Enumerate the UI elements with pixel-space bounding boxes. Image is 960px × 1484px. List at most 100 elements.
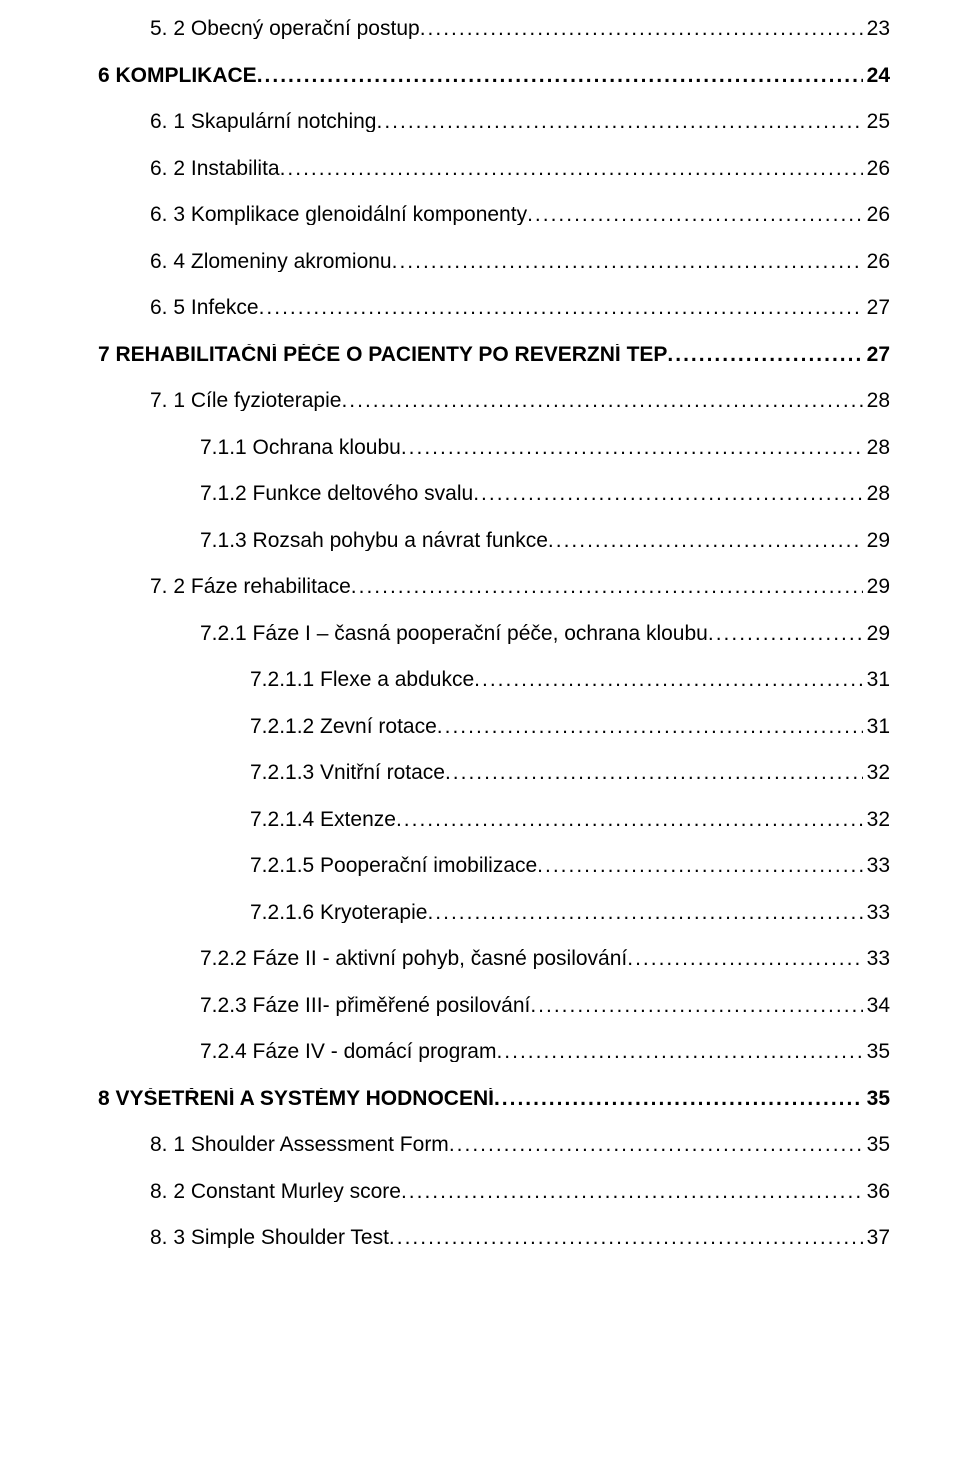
toc-leader-dots [708,623,863,644]
toc-entry-label: 7 REHABILITAČNÍ PÉČE O PACIENTY PO REVER… [98,344,667,365]
toc-entry-label: 8. 3 Simple Shoulder Test [150,1227,389,1248]
toc-entry: 7.2.1.4 Extenze 32 [98,809,890,830]
toc-entry-page: 23 [863,18,890,39]
toc-entry-label: 7.2.1.1 Flexe a abdukce [250,669,474,690]
toc-leader-dots [530,995,862,1016]
toc-leader-dots [496,1041,862,1062]
toc-entry-page: 25 [863,111,890,132]
toc-entry-page: 34 [863,995,890,1016]
toc-entry-label: 6. 2 Instabilita [150,158,280,179]
toc-entry: 6. 4 Zlomeniny akromionu 26 [98,251,890,272]
toc-leader-dots [341,390,862,411]
toc-entry: 8. 3 Simple Shoulder Test 37 [98,1227,890,1248]
toc-entry-page: 24 [863,65,890,86]
toc-entry-label: 7.1.2 Funkce deltového svalu [200,483,473,504]
toc-entry: 6. 1 Skapulární notching 25 [98,111,890,132]
toc-leader-dots [537,855,862,876]
toc-leader-dots [627,948,862,969]
toc-entry-page: 28 [863,390,890,411]
toc-entry: 7.2.2 Fáze II - aktivní pohyb, časné pos… [98,948,890,969]
toc-entry-page: 36 [863,1181,890,1202]
toc-entry-page: 35 [863,1088,890,1109]
toc-leader-dots [389,1227,863,1248]
toc-leader-dots [667,344,862,365]
toc-leader-dots [392,251,863,272]
toc-entry: 7.2.3 Fáze III- přiměřené posilování 34 [98,995,890,1016]
toc-entry-label: 7.1.3 Rozsah pohybu a návrat funkce [200,530,548,551]
toc-leader-dots [257,65,863,86]
toc-entry-page: 29 [863,623,890,644]
toc-entry: 7.1.1 Ochrana kloubu 28 [98,437,890,458]
toc-entry-label: 8. 2 Constant Murley score [150,1181,401,1202]
toc-entry-label: 7.2.1.2 Zevní rotace [250,716,437,737]
toc-page: 5. 2 Obecný operační postup23 6 KOMPLIKAC… [0,0,960,1484]
toc-entry-page: 31 [863,716,890,737]
toc-leader-dots [401,437,863,458]
toc-entry: 7.2.1.1 Flexe a abdukce 31 [98,669,890,690]
toc-entry: 5. 2 Obecný operační postup23 [98,18,890,39]
toc-entry: 8 VYŠETŘENÍ A SYSTÉMY HODNOCENÍ 35 [98,1088,890,1109]
toc-entry-label: 6. 5 Infekce [150,297,259,318]
toc-entry-page: 33 [863,902,890,923]
toc-entry: 7. 2 Fáze rehabilitace 29 [98,576,890,597]
toc-entry-label: 7.2.1.5 Pooperační imobilizace [250,855,537,876]
toc-entry-page: 35 [863,1041,890,1062]
toc-leader-dots [351,576,863,597]
toc-entry-label: 8. 1 Shoulder Assessment Form [150,1134,449,1155]
toc-entry: 6. 5 Infekce 27 [98,297,890,318]
toc-entry-page: 28 [863,483,890,504]
toc-entry-label: 7.2.3 Fáze III- přiměřené posilování [200,995,530,1016]
toc-entry-label: 7.2.1.3 Vnitřní rotace [250,762,445,783]
toc-entry-page: 32 [863,762,890,783]
toc-entry-label: 8 VYŠETŘENÍ A SYSTÉMY HODNOCENÍ [98,1088,494,1109]
toc-entry-page: 28 [863,437,890,458]
toc-entry-label: 6. 1 Skapulární notching [150,111,377,132]
toc-entry-page: 37 [863,1227,890,1248]
toc-entry-page: 26 [863,158,890,179]
toc-entry: 7.2.1 Fáze I – časná pooperační péče, oc… [98,623,890,644]
toc-entry: 6 KOMPLIKACE 24 [98,65,890,86]
toc-leader-dots [377,111,863,132]
toc-entry-label: 7.1.1 Ochrana kloubu [200,437,401,458]
toc-entry-page: 26 [863,204,890,225]
toc-entry-label: 7.2.4 Fáze IV - domácí program [200,1041,496,1062]
toc-entry: 7.2.4 Fáze IV - domácí program 35 [98,1041,890,1062]
toc-entry-label: 7.2.1 Fáze I – časná pooperační péče, oc… [200,623,708,644]
toc-entry: 7.1.3 Rozsah pohybu a návrat funkce 29 [98,530,890,551]
toc-leader-dots [259,297,863,318]
toc-leader-dots [396,809,863,830]
toc-entry: 8. 1 Shoulder Assessment Form 35 [98,1134,890,1155]
toc-entry-label: 7. 2 Fáze rehabilitace [150,576,351,597]
toc-entry: 6. 3 Komplikace glenoidální komponenty 26 [98,204,890,225]
toc-entry-page: 32 [863,809,890,830]
toc-leader-dots [474,669,862,690]
toc-entry: 7.2.1.5 Pooperační imobilizace33 [98,855,890,876]
toc-entry-label: 6. 4 Zlomeniny akromionu [150,251,392,272]
toc-entry-page: 31 [863,669,890,690]
toc-entry-page: 27 [863,297,890,318]
toc-entry: 7 REHABILITAČNÍ PÉČE O PACIENTY PO REVER… [98,344,890,365]
toc-entry-page: 29 [863,576,890,597]
toc-entry-page: 35 [863,1134,890,1155]
toc-entry-page: 29 [863,530,890,551]
toc-leader-dots [494,1088,863,1109]
toc-entry-label: 7. 1 Cíle fyzioterapie [150,390,341,411]
toc-leader-dots [473,483,862,504]
toc-entry-label: 7.2.1.4 Extenze [250,809,396,830]
toc-entry: 6. 2 Instabilita 26 [98,158,890,179]
toc-leader-dots [280,158,863,179]
toc-entry: 8. 2 Constant Murley score 36 [98,1181,890,1202]
toc-leader-dots [445,762,863,783]
toc-entry-page: 26 [863,251,890,272]
toc-leader-dots [401,1181,863,1202]
toc-leader-dots [449,1134,863,1155]
toc-entry: 7.2.1.3 Vnitřní rotace 32 [98,762,890,783]
toc-entry: 7.1.2 Funkce deltového svalu 28 [98,483,890,504]
toc-entry-label: 6. 3 Komplikace glenoidální komponenty [150,204,527,225]
toc-entry: 7.2.1.2 Zevní rotace 31 [98,716,890,737]
toc-entry-label: 6 KOMPLIKACE [98,65,257,86]
toc-leader-dots [527,204,863,225]
toc-entry-label: 7.2.1.6 Kryoterapie [250,902,427,923]
toc-entry: 7. 1 Cíle fyzioterapie 28 [98,390,890,411]
toc-leader-dots [427,902,862,923]
